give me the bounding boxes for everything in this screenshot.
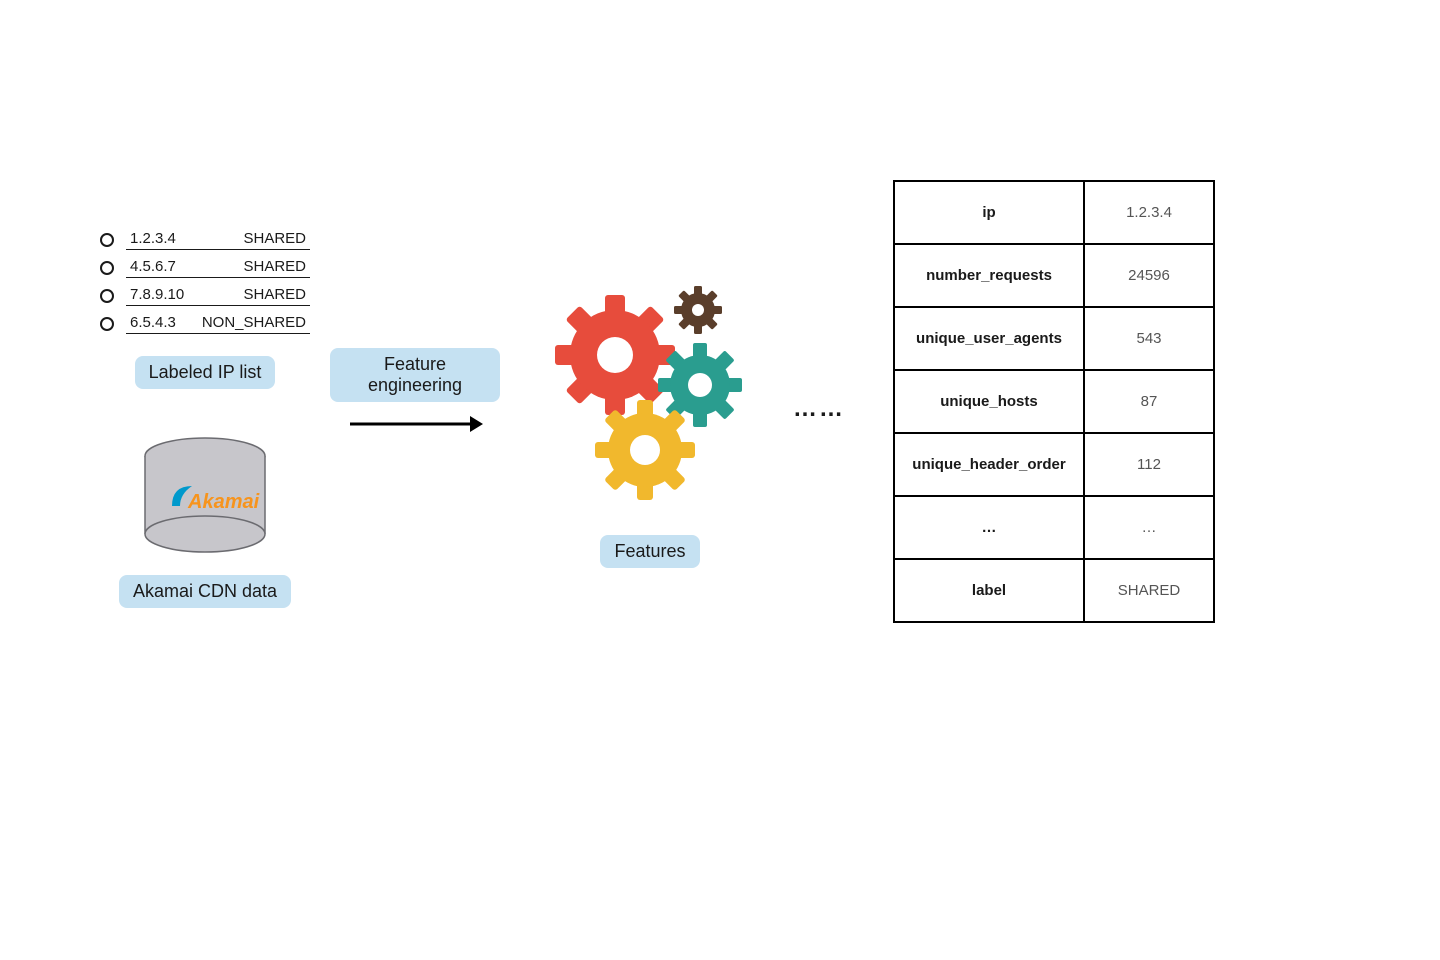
feature-key: unique_hosts — [894, 370, 1084, 433]
feature-value: … — [1084, 496, 1214, 559]
ip-label: NON_SHARED — [202, 314, 306, 331]
feature-value: 543 — [1084, 307, 1214, 370]
arrow-label: Feature engineering — [330, 348, 500, 402]
brand-text: Akamai — [187, 491, 260, 513]
feature-value: 112 — [1084, 433, 1214, 496]
feature-key: label — [894, 559, 1084, 622]
table-row: number_requests24596 — [894, 244, 1214, 307]
ip-list-caption: Labeled IP list — [135, 356, 276, 389]
feature-key: ip — [894, 181, 1084, 244]
ip-label: SHARED — [243, 230, 306, 247]
gears-block: Features — [530, 270, 770, 568]
bullet-icon — [100, 233, 114, 247]
feature-key: number_requests — [894, 244, 1084, 307]
ip-address: 6.5.4.3 — [130, 314, 176, 331]
arrow-right-icon — [345, 404, 485, 444]
ip-row: 6.5.4.3 NON_SHARED — [100, 314, 310, 334]
database-cylinder-icon: Akamai — [130, 434, 280, 554]
gears-icon — [540, 270, 760, 510]
ip-address: 1.2.3.4 — [130, 230, 176, 247]
ellipsis-dots: …… — [793, 395, 845, 423]
ip-row: 4.5.6.7 SHARED — [100, 258, 310, 278]
ip-row: 7.8.9.10 SHARED — [100, 286, 310, 306]
cdn-data-block: Akamai Akamai CDN data — [100, 434, 310, 608]
table-row: …… — [894, 496, 1214, 559]
ip-row: 1.2.3.4 SHARED — [100, 230, 310, 250]
feature-key: … — [894, 496, 1084, 559]
feature-value: 87 — [1084, 370, 1214, 433]
bullet-icon — [100, 261, 114, 275]
table-row: ip1.2.3.4 — [894, 181, 1214, 244]
ip-address: 4.5.6.7 — [130, 258, 176, 275]
left-column: 1.2.3.4 SHARED 4.5.6.7 SHARED 7.8.9.10 S… — [100, 230, 310, 608]
features-caption: Features — [600, 535, 699, 568]
table-row: unique_header_order112 — [894, 433, 1214, 496]
feature-value: 24596 — [1084, 244, 1214, 307]
ip-address: 7.8.9.10 — [130, 286, 184, 303]
table-row: labelSHARED — [894, 559, 1214, 622]
feature-key: unique_user_agents — [894, 307, 1084, 370]
bullet-icon — [100, 317, 114, 331]
bullet-icon — [100, 289, 114, 303]
ip-label: SHARED — [243, 286, 306, 303]
feature-key: unique_header_order — [894, 433, 1084, 496]
cdn-caption: Akamai CDN data — [119, 575, 291, 608]
arrow-block: Feature engineering — [330, 344, 500, 449]
table-row: unique_user_agents543 — [894, 307, 1214, 370]
table-row: unique_hosts87 — [894, 370, 1214, 433]
ip-label: SHARED — [243, 258, 306, 275]
feature-value: SHARED — [1084, 559, 1214, 622]
feature-value: 1.2.3.4 — [1084, 181, 1214, 244]
labeled-ip-list: 1.2.3.4 SHARED 4.5.6.7 SHARED 7.8.9.10 S… — [100, 230, 310, 334]
feature-table: ip1.2.3.4 number_requests24596 unique_us… — [893, 180, 1215, 623]
